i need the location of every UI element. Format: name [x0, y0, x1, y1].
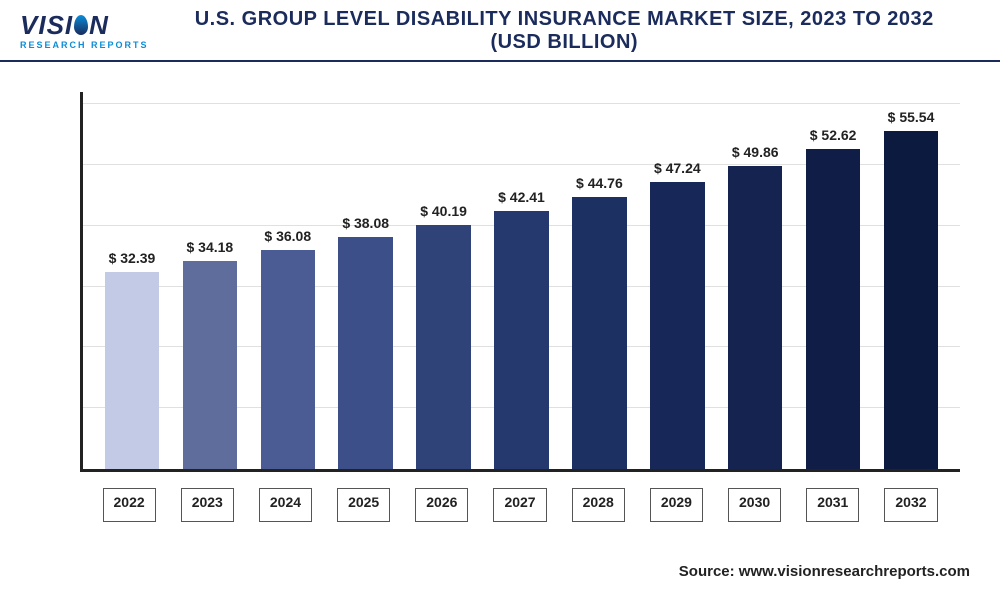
- x-tick-label: 2025: [337, 488, 390, 522]
- bars-container: $ 32.39 $ 34.18 $ 36.08 $ 38.08 $ 40.19 $ 42.…: [83, 92, 960, 469]
- x-tick-label: 2031: [806, 488, 859, 522]
- bar-wrap: $ 34.18: [171, 92, 249, 469]
- bar: [572, 197, 627, 469]
- bar-wrap: $ 40.19: [405, 92, 483, 469]
- bar: [494, 211, 549, 469]
- bar: [650, 182, 705, 469]
- x-tick-label: 2030: [728, 488, 781, 522]
- bar-value-label: $ 34.18: [187, 239, 234, 255]
- logo-text-suffix: N: [89, 12, 109, 38]
- bar-wrap: $ 52.62: [794, 92, 872, 469]
- x-tick: 2025: [325, 482, 403, 522]
- bar: [806, 149, 861, 469]
- bar-wrap: $ 55.54: [872, 92, 950, 469]
- x-tick-label: 2032: [884, 488, 937, 522]
- x-tick: 2030: [716, 482, 794, 522]
- bar: [105, 272, 160, 469]
- logo-main: VISI N: [20, 12, 109, 38]
- x-tick: 2032: [872, 482, 950, 522]
- bar-value-label: $ 44.76: [576, 175, 623, 191]
- bar-wrap: $ 44.76: [560, 92, 638, 469]
- bar: [261, 250, 316, 469]
- bar-value-label: $ 38.08: [342, 215, 389, 231]
- x-tick: 2026: [403, 482, 481, 522]
- x-tick-label: 2026: [415, 488, 468, 522]
- x-tick: 2024: [246, 482, 324, 522]
- bar: [884, 131, 939, 469]
- x-tick: 2028: [559, 482, 637, 522]
- source-url: www.visionresearchreports.com: [739, 563, 970, 580]
- bar-value-label: $ 52.62: [810, 127, 857, 143]
- chart-title: U.S. GROUP LEVEL DISABILITY INSURANCE MA…: [169, 8, 980, 54]
- x-tick-label: 2029: [650, 488, 703, 522]
- x-tick-label: 2027: [493, 488, 546, 522]
- bar-wrap: $ 47.24: [638, 92, 716, 469]
- bar: [728, 166, 783, 469]
- bar-wrap: $ 42.41: [483, 92, 561, 469]
- bar-value-label: $ 32.39: [109, 250, 156, 266]
- plot-region: $ 32.39 $ 34.18 $ 36.08 $ 38.08 $ 40.19 $ 42.…: [80, 92, 960, 472]
- logo: VISI N RESEARCH REPORTS: [20, 12, 149, 50]
- source-prefix: Source:: [679, 563, 739, 580]
- bar: [416, 225, 471, 469]
- bar-value-label: $ 47.24: [654, 160, 701, 176]
- bar-value-label: $ 42.41: [498, 189, 545, 205]
- logo-text-prefix: VISI: [20, 12, 73, 38]
- x-axis: 2022 2023 2024 2025 2026 2027 2028 2029 2030 2031…: [80, 482, 960, 522]
- logo-drop-icon: [74, 15, 88, 35]
- chart-area: $ 32.39 $ 34.18 $ 36.08 $ 38.08 $ 40.19 $ 42.…: [60, 92, 970, 522]
- x-tick: 2027: [481, 482, 559, 522]
- bar-wrap: $ 32.39: [93, 92, 171, 469]
- x-tick: 2022: [90, 482, 168, 522]
- logo-subtitle: RESEARCH REPORTS: [20, 40, 149, 50]
- bar-value-label: $ 49.86: [732, 144, 779, 160]
- x-tick: 2029: [637, 482, 715, 522]
- bar-value-label: $ 55.54: [888, 109, 935, 125]
- bar-wrap: $ 36.08: [249, 92, 327, 469]
- bar-wrap: $ 49.86: [716, 92, 794, 469]
- bar-value-label: $ 40.19: [420, 203, 467, 219]
- bar: [183, 261, 238, 469]
- x-tick-label: 2023: [181, 488, 234, 522]
- x-tick-label: 2022: [103, 488, 156, 522]
- chart-header: VISI N RESEARCH REPORTS U.S. GROUP LEVEL…: [0, 0, 1000, 62]
- x-tick: 2031: [794, 482, 872, 522]
- x-tick-label: 2028: [572, 488, 625, 522]
- x-tick: 2023: [168, 482, 246, 522]
- bar-value-label: $ 36.08: [264, 228, 311, 244]
- bar-wrap: $ 38.08: [327, 92, 405, 469]
- bar: [338, 237, 393, 469]
- x-tick-label: 2024: [259, 488, 312, 522]
- source-attribution: Source: www.visionresearchreports.com: [679, 563, 970, 580]
